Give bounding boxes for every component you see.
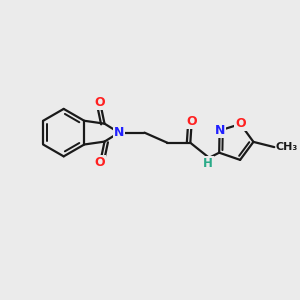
Text: O: O [235,118,246,130]
Text: N: N [214,124,225,137]
Text: O: O [95,96,106,109]
Text: CH₃: CH₃ [276,142,298,152]
Text: H: H [203,157,213,169]
Text: O: O [187,115,197,128]
Text: N: N [114,126,124,139]
Text: O: O [95,156,106,169]
